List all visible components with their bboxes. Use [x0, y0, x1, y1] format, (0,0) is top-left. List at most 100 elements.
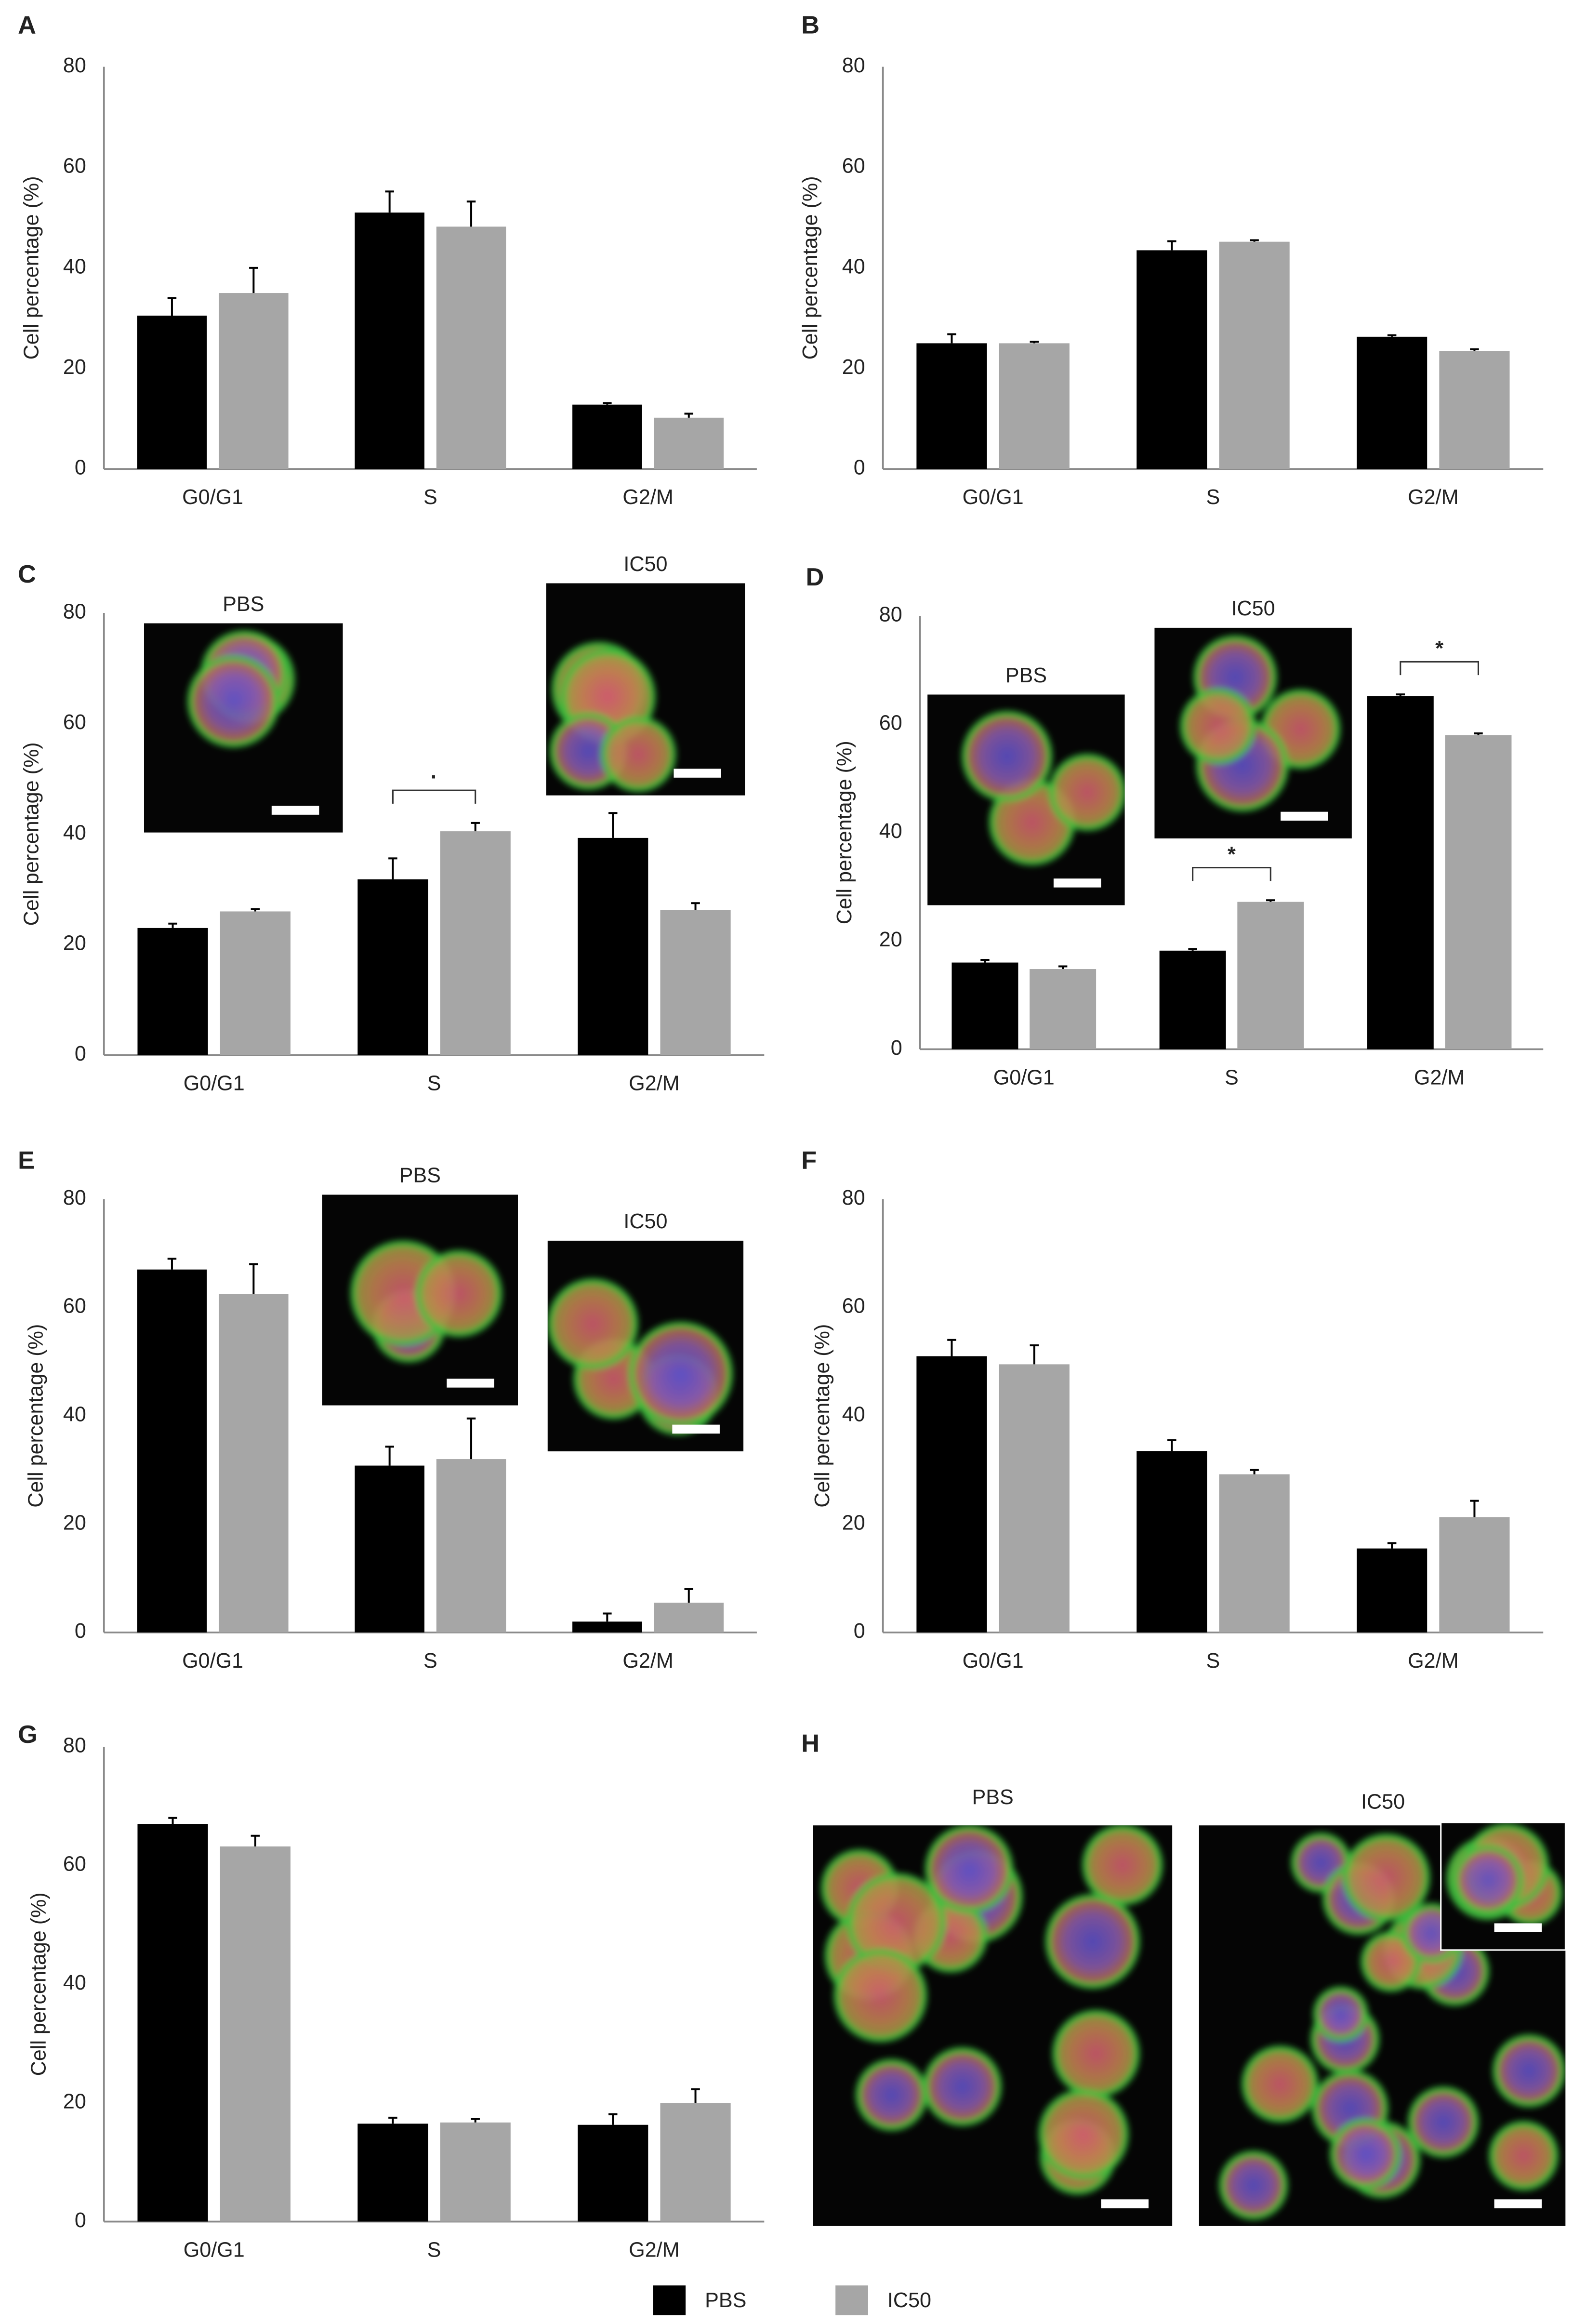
bar: [1219, 241, 1290, 469]
cell: [1242, 2045, 1319, 2123]
y-tick-label: 60: [63, 155, 86, 178]
cell: [1038, 2089, 1129, 2180]
x-tick-label: S: [1206, 1649, 1220, 1673]
bar: [436, 226, 506, 469]
inset-label: IC50: [623, 1210, 667, 1233]
y-tick-label: 40: [63, 1971, 86, 1994]
bar: [952, 962, 1018, 1049]
micrograph: [813, 1825, 1173, 2226]
micrograph: [1154, 627, 1352, 839]
bar: [1237, 902, 1304, 1049]
x-tick-label: S: [1225, 1066, 1239, 1089]
cells: [549, 641, 676, 792]
bar: [355, 1465, 424, 1633]
bar: [219, 1294, 289, 1633]
bar: [916, 343, 987, 469]
micrograph: [546, 583, 745, 796]
bar: [1367, 696, 1434, 1049]
bar: [137, 316, 207, 469]
cell: [415, 1250, 502, 1337]
bar: [578, 837, 648, 1055]
x-tick-label: G2/M: [629, 1072, 679, 1095]
y-tick-label: 0: [75, 1620, 86, 1643]
bar: [578, 2125, 648, 2222]
cell: [1361, 1931, 1421, 1992]
cell: [1082, 1825, 1163, 1906]
y-tick-label: 60: [63, 1295, 86, 1318]
y-tick-label: 40: [842, 1403, 865, 1426]
cell: [1493, 2034, 1566, 2108]
scale-bar: [271, 806, 319, 815]
y-tick-label: 0: [75, 456, 86, 479]
cell: [187, 655, 280, 748]
bar: [916, 1356, 987, 1633]
x-tick-label: S: [427, 2238, 441, 2261]
y-tick-label: 40: [842, 255, 865, 278]
inset-label: IC50: [1231, 597, 1275, 620]
significance-bracket: [392, 789, 476, 804]
micrograph: [927, 694, 1125, 905]
y-tick-label: 80: [63, 54, 86, 77]
cell: [1045, 1894, 1140, 1989]
cells: [821, 1825, 1163, 2195]
cell: [1342, 1833, 1430, 1922]
x-tick-label: G2/M: [1414, 1066, 1465, 1089]
cell: [547, 1278, 638, 1369]
cell: [1330, 2118, 1401, 2190]
y-tick-label: 60: [842, 1295, 865, 1318]
y-tick-label: 80: [63, 600, 86, 623]
cell: [833, 1949, 927, 2043]
y-tick-label: 0: [854, 456, 865, 479]
bar: [220, 911, 291, 1055]
cell: [1052, 2010, 1140, 2098]
y-tick-label: 0: [891, 1036, 902, 1060]
x-tick-label: G0/G1: [184, 2238, 245, 2261]
x-tick-label: G0/G1: [993, 1066, 1055, 1089]
y-tick-label: 20: [842, 356, 865, 379]
significance-mark: *: [1435, 637, 1443, 660]
cells: [547, 1278, 733, 1435]
y-tick-label: 20: [842, 1511, 865, 1534]
image-label: PBS: [972, 1786, 1013, 1809]
legend-swatch: [835, 2285, 868, 2315]
micrograph: [1199, 1825, 1566, 2226]
cell: [628, 1321, 733, 1426]
bar: [660, 2103, 731, 2222]
y-axis-label: Cell percentage (%): [20, 742, 43, 926]
cell: [962, 711, 1053, 802]
panel-letter: D: [806, 563, 824, 591]
y-axis-label: Cell percentage (%): [799, 176, 822, 359]
bar: [1357, 336, 1428, 469]
y-axis-label: Cell percentage (%): [25, 1324, 48, 1508]
y-tick-label: 80: [63, 1186, 86, 1209]
y-tick-label: 40: [879, 820, 902, 843]
y-tick-label: 60: [63, 1853, 86, 1876]
y-tick-label: 40: [63, 1403, 86, 1426]
significance-bracket: [1192, 867, 1271, 881]
bar: [357, 2124, 428, 2222]
cell: [855, 2058, 928, 2131]
cell: [1313, 1986, 1369, 2042]
x-tick-label: G0/G1: [182, 1649, 243, 1673]
bar: [572, 1621, 642, 1633]
x-tick-label: G2/M: [622, 1649, 673, 1673]
panel-letter: E: [18, 1146, 35, 1174]
bar: [1445, 735, 1512, 1049]
inset-label: PBS: [1005, 664, 1047, 687]
x-tick-label: G2/M: [1408, 1649, 1458, 1673]
y-tick-label: 20: [879, 928, 902, 951]
bar: [436, 1459, 506, 1633]
scale-bar: [447, 1379, 494, 1388]
cell: [600, 717, 676, 792]
cells: [962, 711, 1125, 865]
image-label: IC50: [1361, 1790, 1405, 1813]
bar: [357, 879, 428, 1055]
x-tick-label: G2/M: [622, 486, 673, 509]
inset-label: PBS: [399, 1164, 441, 1187]
scale-bar: [1281, 811, 1328, 821]
panel-letter: C: [18, 560, 36, 588]
inset-border: [1440, 1821, 1566, 1951]
bar: [1439, 351, 1510, 469]
cell: [1219, 2151, 1288, 2220]
